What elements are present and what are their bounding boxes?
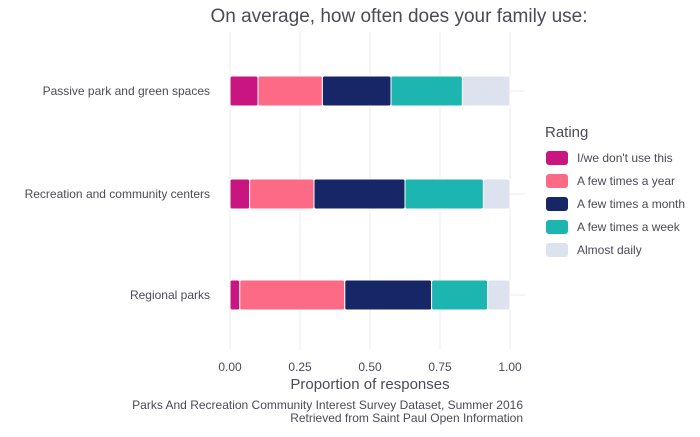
- category-labels: Passive park and green spaces Recreation …: [25, 84, 210, 302]
- x-tick-labels: 0.00 0.25 0.50 0.75 1.00: [218, 360, 522, 374]
- bar-segment: [249, 178, 315, 210]
- bar-segment: [487, 279, 511, 311]
- legend-items: I/we don't use this A few times a year A f…: [546, 151, 685, 257]
- legend-swatch: [546, 243, 568, 257]
- bar-segment: [239, 279, 346, 311]
- bar-segment: [229, 178, 251, 210]
- legend: Rating I/we don't use this A few times a …: [545, 124, 685, 257]
- legend-swatch: [546, 151, 568, 165]
- x-tick-label: 0.75: [428, 360, 452, 374]
- x-tick-label: 1.00: [498, 360, 522, 374]
- caption-line-2: Retrieved from Saint Paul Open Informati…: [290, 411, 523, 425]
- x-tick-label: 0.25: [288, 360, 312, 374]
- legend-label: I/we don't use this: [577, 151, 673, 165]
- legend-label: A few times a year: [577, 174, 675, 188]
- bar-segment: [257, 75, 323, 107]
- caption-line-1: Parks And Recreation Community Interest …: [132, 398, 523, 412]
- legend-swatch: [546, 220, 568, 234]
- bar-segment: [229, 279, 241, 311]
- chart-title: On average, how often does your family u…: [210, 6, 587, 27]
- bar-segment: [313, 178, 406, 210]
- legend-label: Almost daily: [577, 243, 642, 257]
- legend-swatch: [546, 197, 568, 211]
- bar-segment: [229, 75, 259, 107]
- bar-segment: [344, 279, 433, 311]
- bar-segment: [404, 178, 484, 210]
- category-label: Recreation and community centers: [25, 187, 210, 201]
- bar-segment: [482, 178, 511, 210]
- category-label: Passive park and green spaces: [43, 84, 210, 98]
- legend-swatch: [546, 174, 568, 188]
- legend-title: Rating: [545, 124, 588, 141]
- bar-segment: [390, 75, 463, 107]
- bar-segment: [321, 75, 392, 107]
- legend-label: A few times a week: [577, 220, 681, 234]
- bars-layer: [229, 75, 511, 311]
- bar-segment: [461, 75, 511, 107]
- x-tick-label: 0.00: [218, 360, 242, 374]
- category-label: Regional parks: [130, 288, 210, 302]
- legend-label: A few times a month: [577, 197, 685, 211]
- x-axis-title: Proportion of responses: [290, 376, 449, 393]
- x-tick-label: 0.50: [358, 360, 382, 374]
- bar-segment: [431, 279, 489, 311]
